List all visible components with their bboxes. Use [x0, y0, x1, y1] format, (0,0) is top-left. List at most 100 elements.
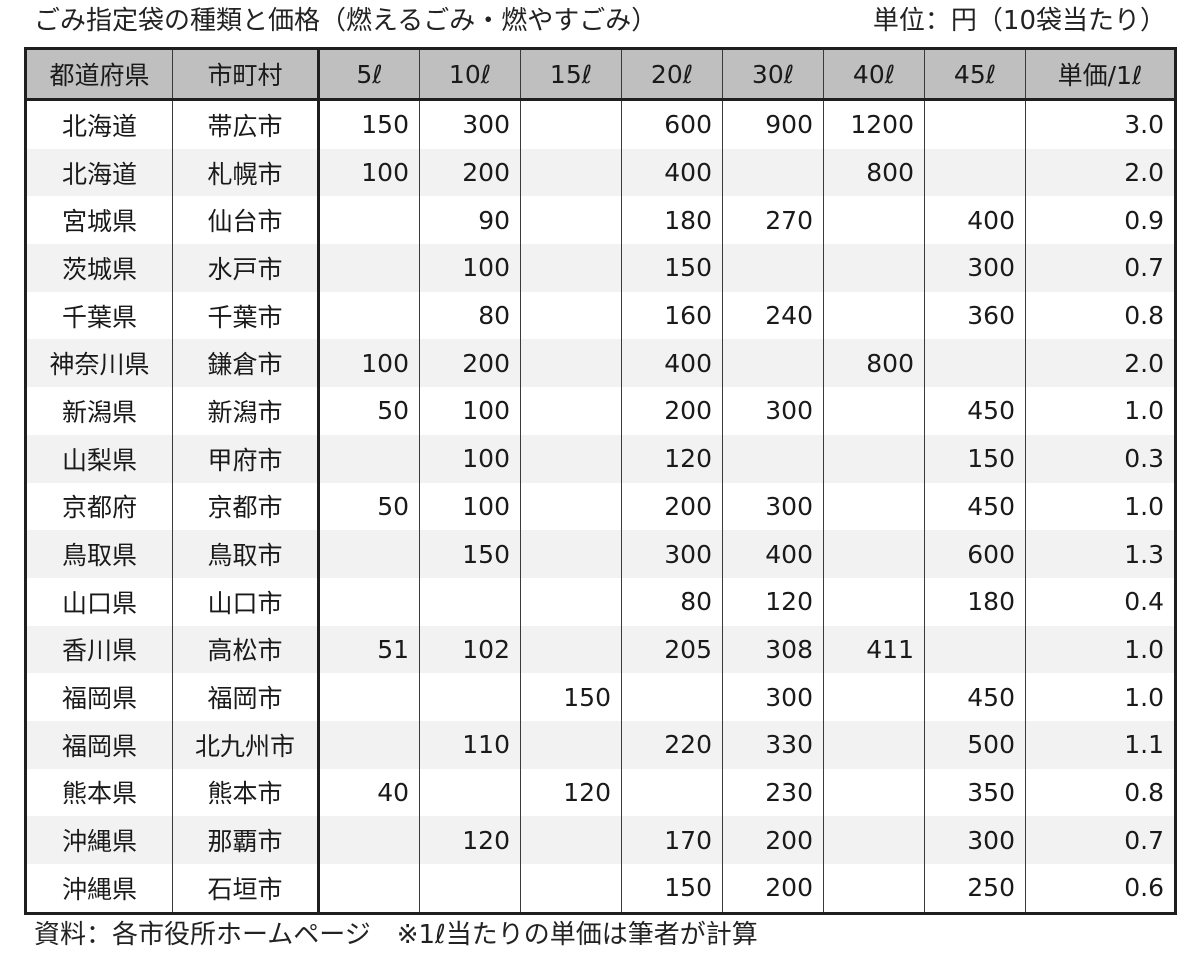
price-cell: 250 [924, 864, 1026, 914]
price-cell [924, 99, 1026, 149]
header-unit-price: 単価/1ℓ [1025, 48, 1176, 101]
table-row: 沖縄県 石垣市 150 200 250 0.6 [25, 864, 1176, 914]
table-caption: ごみ指定袋の種類と価格（燃えるごみ・燃やすごみ） [34, 6, 658, 36]
municipality-cell: 新潟市 [172, 387, 319, 435]
table-row: 山口県 山口市 80 120 180 0.4 [25, 577, 1176, 626]
table-row: 宮城県 仙台市 90 180 270 400 0.9 [25, 196, 1176, 245]
price-cell [823, 864, 925, 914]
price-cell: 200 [621, 482, 723, 531]
municipality-cell: 福岡市 [172, 673, 319, 721]
price-cell [621, 673, 723, 721]
price-cell [317, 577, 420, 626]
source-note: 資料：各市役所ホームページ ※1ℓ当たりの単価は筆者が計算 [34, 920, 758, 950]
price-cell [722, 244, 824, 292]
municipality-cell: 高松市 [172, 625, 319, 674]
header-40l: 40ℓ [823, 48, 925, 101]
prefecture-cell: 千葉県 [25, 291, 173, 340]
price-cell [520, 196, 622, 245]
table-row: 神奈川県 鎌倉市 100 200 400 800 2.0 [25, 339, 1176, 388]
price-cell: 205 [621, 625, 723, 674]
price-cell: 150 [621, 864, 723, 914]
table-row: 香川県 高松市 51 102 205 308 411 1.0 [25, 625, 1176, 674]
price-cell: 170 [621, 816, 723, 864]
price-cell: 100 [317, 339, 420, 388]
municipality-cell: 石垣市 [172, 864, 319, 914]
price-cell: 360 [924, 291, 1026, 340]
price-cell [823, 816, 925, 864]
price-cell [520, 99, 622, 149]
municipality-cell: 熊本市 [172, 768, 319, 817]
price-cell: 120 [419, 816, 521, 864]
price-cell: 150 [317, 99, 420, 149]
unit-price-cell: 1.0 [1025, 482, 1176, 531]
price-cell: 150 [621, 244, 723, 292]
municipality-cell: 仙台市 [172, 196, 319, 245]
prefecture-cell: 福岡県 [25, 673, 173, 721]
price-cell: 180 [924, 577, 1026, 626]
price-cell [722, 434, 824, 483]
table-row: 千葉県 千葉市 80 160 240 360 0.8 [25, 291, 1176, 340]
price-cell [520, 816, 622, 864]
header-5l: 5ℓ [317, 48, 420, 101]
price-cell: 600 [621, 99, 723, 149]
header-prefecture: 都道府県 [25, 48, 173, 101]
table-row: 北海道 札幌市 100 200 400 800 2.0 [25, 148, 1176, 197]
table-body: 北海道 帯広市 150 300 600 900 1200 3.0 北海道 札幌市 100 200 400… [25, 99, 1176, 914]
unit-price-cell: 0.6 [1025, 864, 1176, 914]
unit-price-cell: 1.0 [1025, 387, 1176, 435]
price-cell [924, 625, 1026, 674]
price-cell: 450 [924, 482, 1026, 531]
unit-price-cell: 1.0 [1025, 673, 1176, 721]
unit-price-cell: 1.0 [1025, 625, 1176, 674]
municipality-cell: 札幌市 [172, 148, 319, 197]
price-cell: 300 [419, 99, 521, 149]
price-cell: 40 [317, 768, 420, 817]
unit-price-cell: 0.3 [1025, 434, 1176, 483]
municipality-cell: 水戸市 [172, 244, 319, 292]
prefecture-cell: 宮城県 [25, 196, 173, 245]
price-cell: 180 [621, 196, 723, 245]
price-cell [520, 291, 622, 340]
price-cell: 150 [924, 434, 1026, 483]
prefecture-cell: 新潟県 [25, 387, 173, 435]
table-row: 茨城県 水戸市 100 150 300 0.7 [25, 244, 1176, 292]
unit-price-cell: 3.0 [1025, 99, 1176, 149]
price-cell: 1200 [823, 99, 925, 149]
price-cell [419, 768, 521, 817]
price-cell: 400 [621, 148, 723, 197]
price-cell [520, 339, 622, 388]
price-cell: 120 [722, 577, 824, 626]
price-cell: 411 [823, 625, 925, 674]
prefecture-cell: 沖縄県 [25, 864, 173, 914]
prefecture-cell: 福岡県 [25, 720, 173, 769]
price-cell [317, 816, 420, 864]
price-cell [823, 720, 925, 769]
price-cell: 80 [621, 577, 723, 626]
header-15l: 15ℓ [520, 48, 622, 101]
price-cell [823, 673, 925, 721]
price-cell: 102 [419, 625, 521, 674]
price-cell: 160 [621, 291, 723, 340]
price-cell: 400 [722, 530, 824, 578]
price-cell [520, 387, 622, 435]
table-row: 山梨県 甲府市 100 120 150 0.3 [25, 434, 1176, 483]
price-cell [924, 148, 1026, 197]
price-cell [419, 864, 521, 914]
prefecture-cell: 北海道 [25, 99, 173, 149]
prefecture-cell: 神奈川県 [25, 339, 173, 388]
unit-price-cell: 0.4 [1025, 577, 1176, 626]
header-30l: 30ℓ [722, 48, 824, 101]
price-cell: 230 [722, 768, 824, 817]
price-cell: 308 [722, 625, 824, 674]
unit-price-cell: 1.3 [1025, 530, 1176, 578]
unit-note: 単位：円（10袋当たり） [872, 6, 1166, 36]
municipality-cell: 山口市 [172, 577, 319, 626]
price-cell: 100 [419, 244, 521, 292]
price-cell: 51 [317, 625, 420, 674]
header-10l: 10ℓ [419, 48, 521, 101]
price-cell: 200 [722, 864, 824, 914]
table-row: 京都府 京都市 50 100 200 300 450 1.0 [25, 482, 1176, 531]
unit-price-cell: 0.8 [1025, 291, 1176, 340]
table-row: 熊本県 熊本市 40 120 230 350 0.8 [25, 768, 1176, 817]
prefecture-cell: 山梨県 [25, 434, 173, 483]
